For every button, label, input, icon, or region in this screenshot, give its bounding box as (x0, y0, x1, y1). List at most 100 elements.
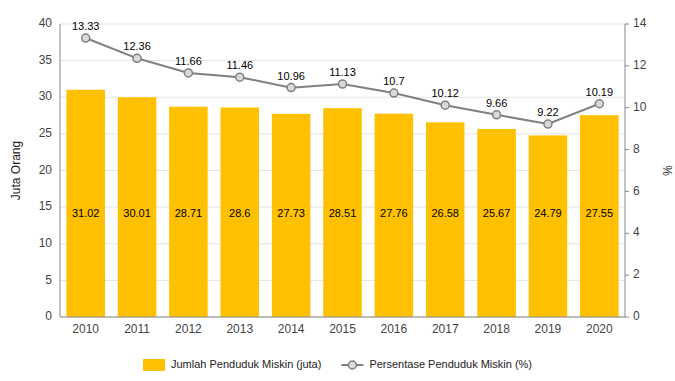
bar-label: 27.76 (380, 207, 408, 219)
x-tick-label: 2014 (278, 322, 305, 336)
marker (390, 89, 398, 97)
bar (272, 114, 311, 317)
bar-label: 28.6 (229, 207, 250, 219)
bar-label: 28.71 (175, 207, 203, 219)
grid-line (60, 317, 625, 318)
bar (323, 108, 362, 317)
bar-label: 25.67 (483, 207, 511, 219)
x-tick-label: 2016 (381, 322, 408, 336)
x-tick-label: 2010 (72, 322, 99, 336)
y-axis-title: Juta Orang (9, 141, 23, 200)
legend-label: Jumlah Penduduk Miskin (juta) (171, 358, 321, 370)
y2-tick (625, 107, 629, 108)
marker (493, 111, 501, 119)
x-tick-label: 2013 (226, 322, 253, 336)
y-axis (60, 24, 61, 317)
x-tick-label: 2019 (535, 322, 562, 336)
y-tick-label: 15 (39, 199, 53, 213)
line-label: 10.12 (431, 87, 459, 99)
marker (82, 34, 90, 42)
y-tick-label: 25 (39, 126, 53, 140)
y2-axis (625, 24, 626, 317)
bar-label: 28.51 (329, 207, 357, 219)
bar (529, 135, 568, 317)
legend-marker (348, 361, 356, 369)
bar (221, 108, 260, 317)
marker (133, 54, 141, 62)
data (66, 34, 618, 317)
bar-label: 26.58 (431, 207, 459, 219)
y2-tick (625, 24, 629, 25)
bar (66, 90, 105, 317)
marker (441, 101, 449, 109)
y2-tick (625, 65, 629, 66)
marker (236, 73, 244, 81)
bar-label: 27.55 (586, 207, 614, 219)
bar-label: 30.01 (123, 207, 151, 219)
y-tick-label: 10 (39, 236, 53, 250)
y2-tick-label: 6 (633, 184, 640, 198)
x-tick-label: 2011 (124, 322, 150, 336)
bar (375, 114, 414, 317)
line-label: 10.96 (277, 70, 305, 82)
legend-item: Persentase Penduduk Miskin (%) (341, 358, 532, 370)
y2-tick-label: 14 (633, 16, 647, 30)
bar-label: 24.79 (534, 207, 562, 219)
y-tick-label: 5 (45, 273, 52, 287)
y2-tick-label: 2 (633, 267, 640, 281)
y2-tick-label: 12 (633, 58, 647, 72)
y2-tick (625, 191, 629, 192)
marker (339, 80, 347, 88)
y-tick-label: 0 (45, 309, 52, 323)
marker (595, 100, 603, 108)
marker (287, 84, 295, 92)
line-label: 10.7 (383, 75, 404, 87)
y2-axis-title: % (660, 165, 674, 176)
grid-line (60, 24, 625, 25)
y2-tick-label: 10 (633, 100, 647, 114)
line (86, 38, 600, 124)
y2-tick (625, 149, 629, 150)
line-label: 9.22 (537, 106, 558, 118)
legend-item: Jumlah Penduduk Miskin (juta) (143, 358, 321, 371)
legend: Jumlah Penduduk Miskin (juta) Persentase … (143, 358, 532, 371)
y-tick-label: 35 (39, 53, 53, 67)
bar (426, 122, 465, 317)
y-tick-label: 20 (39, 163, 53, 177)
y2-tick-label: 0 (633, 309, 640, 323)
line-label: 10.19 (586, 86, 614, 98)
line-label: 11.13 (329, 66, 356, 78)
page: {"chart_data": { "type": "bar", "categor… (0, 0, 675, 381)
bar (477, 129, 516, 317)
chart: 0 5 10 15 20 25 30 35 40 0 2 4 6 8 10 12 14 31.02 30.01 28.… (0, 0, 675, 381)
x-tick-label: 2015 (329, 322, 356, 336)
legend-swatch (143, 359, 165, 371)
line-label: 12.36 (123, 40, 151, 52)
legend-label: Persentase Penduduk Miskin (%) (369, 358, 532, 370)
x-axis (60, 317, 625, 318)
y2-tick (625, 233, 629, 234)
bar-label: 27.73 (277, 207, 305, 219)
grid (60, 24, 625, 317)
y-tick-label: 40 (39, 16, 53, 30)
bar (169, 107, 208, 317)
y2-tick-label: 8 (633, 142, 640, 156)
line-label: 11.66 (175, 55, 202, 67)
y-tick-label: 30 (39, 89, 53, 103)
x-tick-label: 2020 (586, 322, 613, 336)
bar-label: 31.02 (72, 207, 100, 219)
marker (544, 120, 552, 128)
line-label: 11.46 (226, 59, 253, 71)
bar (580, 115, 619, 317)
line-label: 9.66 (486, 97, 507, 109)
y2-tick-label: 4 (633, 225, 640, 239)
bar (118, 97, 157, 317)
marker (184, 69, 192, 77)
x-tick-label: 2018 (483, 322, 510, 336)
y2-tick (625, 275, 629, 276)
x-tick-label: 2017 (432, 322, 459, 336)
y2-tick (625, 317, 629, 318)
line-label: 13.33 (72, 20, 100, 32)
x-tick-label: 2012 (175, 322, 202, 336)
data-labels: 31.02 30.01 28.71 28.6 27.73 28.51 27.76 26.58 2… (72, 20, 613, 219)
